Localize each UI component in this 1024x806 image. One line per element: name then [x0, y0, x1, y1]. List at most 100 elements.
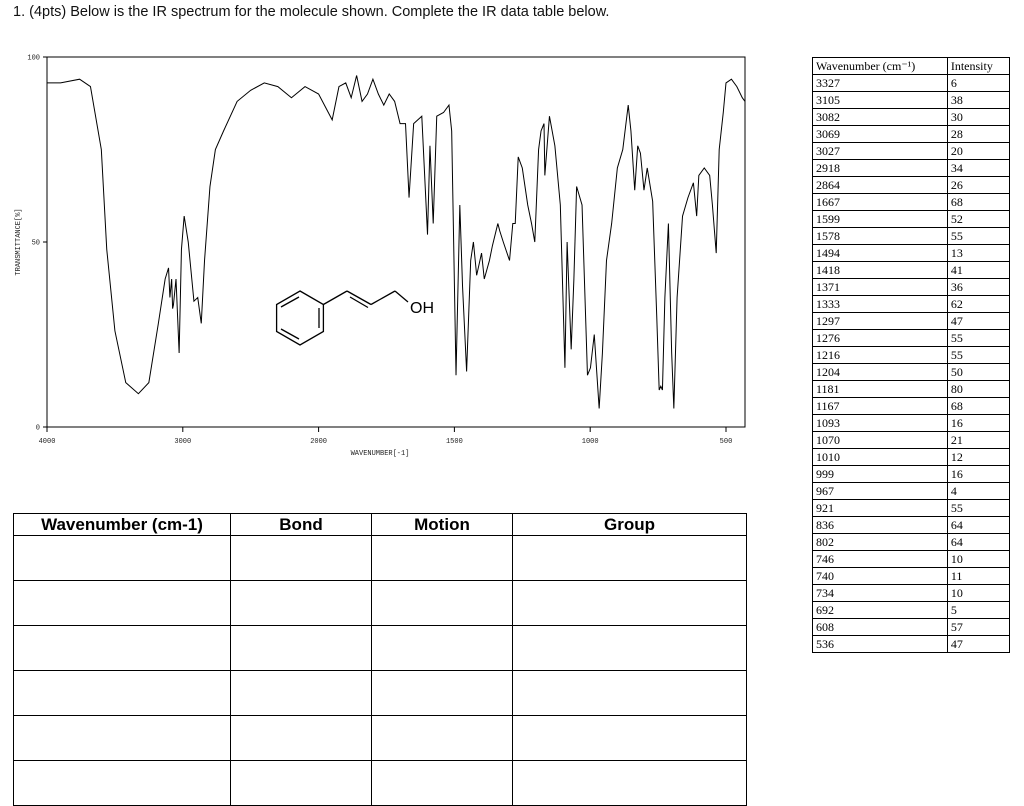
answer-cell[interactable] — [13, 670, 231, 716]
x-tick-label: 2000 — [310, 438, 327, 446]
intensity-cell: 6 — [946, 74, 1011, 92]
bond — [370, 290, 396, 306]
column-header: Bond — [230, 513, 372, 536]
answer-cell[interactable] — [512, 580, 747, 626]
answer-cell[interactable] — [371, 625, 513, 671]
answer-row — [13, 625, 747, 671]
answer-row — [13, 760, 747, 806]
peak-row: 1418 41 — [812, 261, 1011, 279]
peak-row: 1216 55 — [812, 346, 1011, 364]
answer-cell[interactable] — [13, 760, 231, 806]
answer-cell[interactable] — [512, 760, 747, 806]
intensity-cell: 34 — [946, 159, 1011, 177]
answer-cell[interactable] — [230, 670, 372, 716]
answer-row — [13, 580, 747, 626]
answer-cell[interactable] — [512, 715, 747, 761]
answer-cell[interactable] — [371, 580, 513, 626]
double-bond — [349, 296, 369, 309]
intensity-cell: 55 — [946, 227, 1011, 245]
column-header: Group — [512, 513, 747, 536]
answer-cell[interactable] — [13, 580, 231, 626]
intensity-cell: 64 — [946, 533, 1011, 551]
wavenumber-cell: 836 — [812, 516, 948, 534]
intensity-cell: 4 — [946, 482, 1011, 500]
wavenumber-cell: 746 — [812, 550, 948, 568]
answer-cell[interactable] — [512, 535, 747, 581]
intensity-cell: 16 — [946, 465, 1011, 483]
answer-cell[interactable] — [371, 670, 513, 716]
peak-row: 692 5 — [812, 601, 1011, 619]
intensity-cell: 52 — [946, 210, 1011, 228]
answer-cell[interactable] — [13, 715, 231, 761]
peak-row: 1667 68 — [812, 193, 1011, 211]
answer-row — [13, 535, 747, 581]
intensity-cell: 30 — [946, 108, 1011, 126]
answer-cell[interactable] — [371, 715, 513, 761]
intensity-cell: 20 — [946, 142, 1011, 160]
peak-row: 608 57 — [812, 618, 1011, 636]
answer-cell[interactable] — [512, 670, 747, 716]
answer-cell[interactable] — [13, 535, 231, 581]
column-header: Wavenumber (cm⁻¹) — [812, 57, 948, 75]
peak-row: 1181 80 — [812, 380, 1011, 398]
answer-row — [13, 715, 747, 761]
intensity-cell: 80 — [946, 380, 1011, 398]
intensity-cell: 68 — [946, 193, 1011, 211]
peak-table: Wavenumber (cm⁻¹) Intensity 3327 6 3105 38 3… — [812, 57, 1011, 653]
answer-body — [13, 535, 747, 806]
wavenumber-cell: 608 — [812, 618, 948, 636]
column-header: Motion — [371, 513, 513, 536]
wavenumber-cell: 1167 — [812, 397, 948, 415]
wavenumber-cell: 692 — [812, 601, 948, 619]
wavenumber-cell: 967 — [812, 482, 948, 500]
peak-row: 734 10 — [812, 584, 1011, 602]
peak-row: 740 11 — [812, 567, 1011, 585]
answer-cell[interactable] — [371, 760, 513, 806]
wavenumber-cell: 1599 — [812, 210, 948, 228]
answer-cell[interactable] — [230, 625, 372, 671]
bond — [346, 290, 372, 306]
intensity-cell: 10 — [946, 584, 1011, 602]
peak-row: 1297 47 — [812, 312, 1011, 330]
peak-row: 2864 26 — [812, 176, 1011, 194]
intensity-cell: 13 — [946, 244, 1011, 262]
intensity-cell: 5 — [946, 601, 1011, 619]
intensity-cell: 64 — [946, 516, 1011, 534]
benzene-ring — [275, 290, 325, 346]
intensity-cell: 55 — [946, 499, 1011, 517]
peak-row: 1578 55 — [812, 227, 1011, 245]
answer-cell[interactable] — [230, 535, 372, 581]
peak-row: 1167 68 — [812, 397, 1011, 415]
wavenumber-cell: 1216 — [812, 346, 948, 364]
peak-row: 3327 6 — [812, 74, 1011, 92]
answer-cell[interactable] — [230, 760, 372, 806]
intensity-cell: 55 — [946, 346, 1011, 364]
ring-double-bond — [280, 296, 300, 308]
peak-row: 1494 13 — [812, 244, 1011, 262]
peak-row: 1276 55 — [812, 329, 1011, 347]
wavenumber-cell: 2918 — [812, 159, 948, 177]
bond — [323, 290, 348, 306]
wavenumber-cell: 999 — [812, 465, 948, 483]
y-tick-label: 50 — [32, 240, 40, 248]
intensity-cell: 62 — [946, 295, 1011, 313]
intensity-cell: 28 — [946, 125, 1011, 143]
wavenumber-cell: 1276 — [812, 329, 948, 347]
peak-row: 1599 52 — [812, 210, 1011, 228]
wavenumber-cell: 1204 — [812, 363, 948, 381]
wavenumber-cell: 3069 — [812, 125, 948, 143]
wavenumber-cell: 1418 — [812, 261, 948, 279]
answer-cell[interactable] — [512, 625, 747, 671]
peak-row: 1093 16 — [812, 414, 1011, 432]
bond — [394, 290, 409, 303]
answer-cell[interactable] — [13, 625, 231, 671]
intensity-cell: 55 — [946, 329, 1011, 347]
answer-cell[interactable] — [230, 715, 372, 761]
wavenumber-cell: 1494 — [812, 244, 948, 262]
peak-row: 3069 28 — [812, 125, 1011, 143]
wavenumber-cell: 3082 — [812, 108, 948, 126]
answer-cell[interactable] — [371, 535, 513, 581]
answer-cell[interactable] — [230, 580, 372, 626]
wavenumber-cell: 1333 — [812, 295, 948, 313]
